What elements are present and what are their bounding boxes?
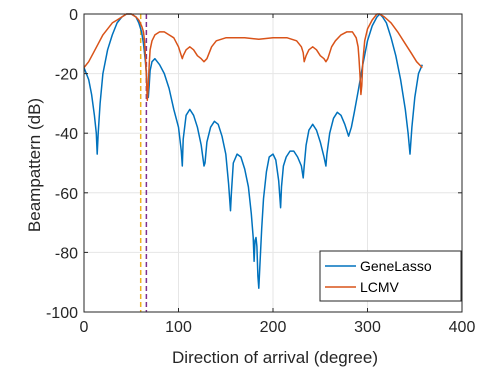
legend: GeneLasso LCMV [319, 250, 462, 302]
tick-labels: 0 100 200 300 400 0 -20 -40 -60 -80 -100 [46, 7, 475, 336]
x-tick-label: 400 [449, 319, 476, 336]
x-tick-label: 100 [165, 319, 192, 336]
y-tick-label: -20 [55, 67, 78, 84]
x-axis-label: Direction of arrival (degree) [172, 348, 378, 367]
y-tick-label: -40 [55, 126, 78, 143]
y-tick-label: -80 [55, 245, 78, 262]
y-tick-label: -100 [46, 305, 78, 322]
y-axis-label: Beampattern (dB) [25, 98, 44, 232]
legend-label: LCMV [360, 279, 400, 295]
legend-label: GeneLasso [360, 258, 432, 274]
legend-box [319, 250, 462, 302]
data-series [83, 13, 423, 289]
y-tick-label: -60 [55, 186, 78, 203]
series-line-lcmv [83, 13, 423, 102]
x-tick-label: 200 [260, 319, 287, 336]
y-tick-label: 0 [69, 7, 78, 24]
x-tick-label: 300 [354, 319, 381, 336]
x-tick-label: 0 [80, 319, 89, 336]
